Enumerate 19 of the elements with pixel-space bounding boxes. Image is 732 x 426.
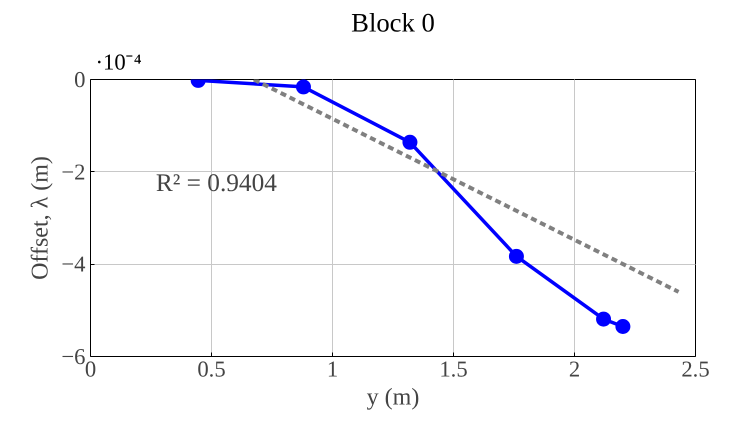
point	[402, 134, 418, 150]
point	[596, 312, 612, 327]
y-tick-label: 0	[74, 67, 86, 92]
point	[615, 319, 630, 334]
x-axis-title: y (m)	[366, 384, 420, 410]
y-axis-title: Offset, λ (m)	[27, 156, 54, 280]
point	[296, 80, 311, 94]
text: ·10⁻⁴	[96, 50, 142, 74]
annotation: R² = 0.9404	[156, 169, 278, 198]
y-tick-label: −4	[61, 252, 86, 277]
x-tick-label: 1	[326, 356, 338, 382]
chart-title: Block 0	[351, 8, 435, 38]
point	[508, 248, 524, 264]
y-tick-label: −2	[61, 159, 86, 184]
x-tick-label: 1.5	[439, 356, 468, 382]
x-tick-label: 0.5	[197, 356, 226, 382]
y-tick-label: −6	[61, 344, 86, 369]
x-tick-label: 2	[568, 356, 580, 382]
x-tick-label: 2.5	[681, 356, 710, 382]
